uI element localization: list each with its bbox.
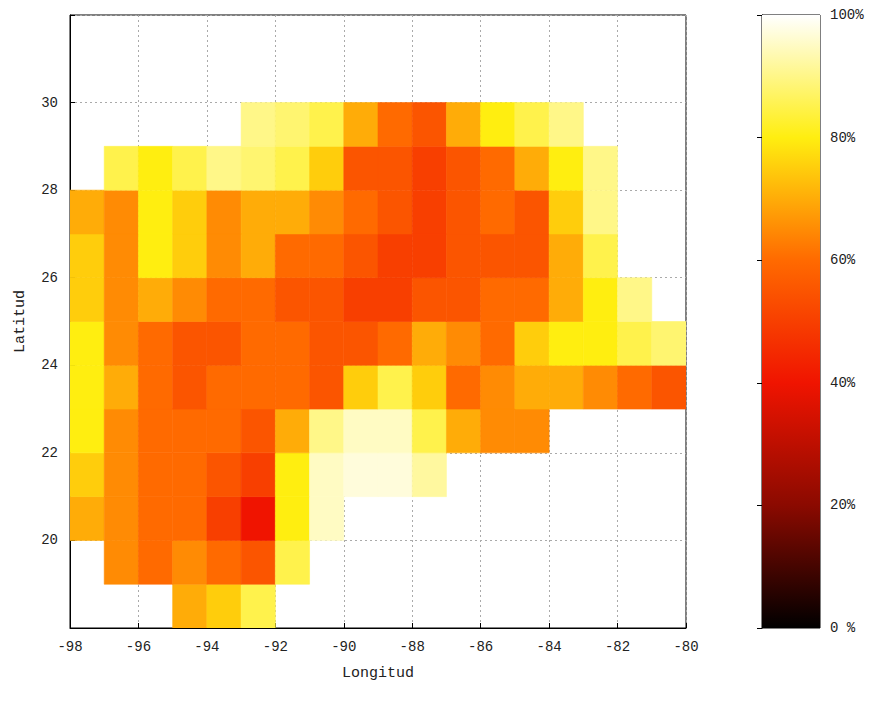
svg-text:-90: -90 (331, 639, 356, 655)
svg-text:-84: -84 (537, 639, 562, 655)
svg-text:30: 30 (41, 95, 58, 111)
svg-text:40%: 40% (830, 375, 856, 391)
svg-text:100%: 100% (830, 7, 864, 23)
svg-text:60%: 60% (830, 252, 856, 268)
svg-text:-80: -80 (673, 639, 698, 655)
svg-text:-86: -86 (468, 639, 493, 655)
svg-text:Longitud: Longitud (342, 665, 414, 682)
svg-text:-82: -82 (605, 639, 630, 655)
svg-text:20%: 20% (830, 497, 856, 513)
svg-text:80%: 80% (830, 130, 856, 146)
svg-text:22: 22 (41, 445, 58, 461)
svg-text:Latitud: Latitud (12, 290, 29, 353)
svg-text:28: 28 (41, 182, 58, 198)
svg-text:-88: -88 (400, 639, 425, 655)
svg-text:-92: -92 (263, 639, 288, 655)
svg-text:-94: -94 (194, 639, 219, 655)
svg-text:-96: -96 (126, 639, 151, 655)
svg-text:26: 26 (41, 270, 58, 286)
svg-text:20: 20 (41, 532, 58, 548)
svg-text:24: 24 (41, 357, 58, 373)
svg-text:-98: -98 (57, 639, 82, 655)
svg-text:0 %: 0 % (830, 620, 856, 636)
